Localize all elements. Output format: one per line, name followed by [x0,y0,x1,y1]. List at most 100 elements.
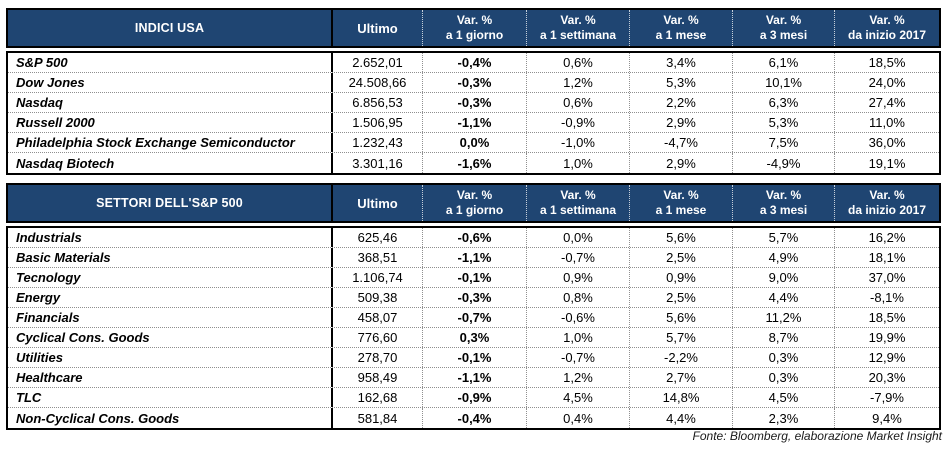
cell-var-2: 0,6% [527,93,630,112]
cell-ultimo: 2.652,01 [333,53,423,72]
cell-var-5: 12,9% [868,350,906,365]
cell-var-4: 6,1% [733,53,835,72]
row-name: TLC [8,388,333,407]
row-name: Dow Jones [8,73,333,92]
cell-var-2: 4,5% [527,388,630,407]
table-row: Healthcare 958,49 -1,1% 1,2% 2,7% 0,3% 20,3% [8,368,939,388]
cell-var-3: 5,6% [630,308,733,327]
cell-var-2: 0,0% [527,228,630,247]
var-period-label: a 1 giorno [445,28,504,42]
row-name: Basic Materials [8,248,333,267]
cell-ultimo: 458,07 [333,308,423,327]
cell-var-5: -8,1% [870,290,904,305]
table-body-indici-usa: S&P 500 2.652,01 -0,4% 0,6% 3,4% 6,1% 18,5% Dow… [6,51,941,175]
cell-var-3: -4,7% [630,133,733,152]
col-header-var-5: Var. % da inizio 2017 [835,10,939,46]
cell-var-3: 2,9% [630,153,733,173]
cell-var-2: 1,0% [527,153,630,173]
cell-var-1: -0,3% [423,288,527,307]
var-period-label: a 1 mese [655,28,707,42]
cell-var-2: 0,4% [527,408,630,428]
cell-var-2: 0,8% [527,288,630,307]
var-percent-label: Var. % [560,188,596,202]
cell-var-1: -0,7% [423,308,527,327]
cell-var-5: 18,5% [868,310,906,325]
cell-var-5: 19,1% [868,155,906,171]
col-header-ultimo: Ultimo [333,10,423,46]
col-header-var-3: Var. % a 1 mese [630,10,733,46]
cell-var-2: 0,6% [527,53,630,72]
row-name: Financials [8,308,333,327]
cell-var-2: 1,0% [527,328,630,347]
cell-var-4: 4,9% [733,248,835,267]
cell-var-1: -0,1% [423,268,527,287]
cell-ultimo: 368,51 [333,248,423,267]
row-name: Industrials [8,228,333,247]
cell-var-4: 2,3% [733,408,835,428]
cell-var-1: -1,1% [423,368,527,387]
cell-ultimo: 958,49 [333,368,423,387]
table-row: Tecnology 1.106,74 -0,1% 0,9% 0,9% 9,0% 37,0% [8,268,939,288]
var-period-label: a 1 settimana [539,28,617,42]
row-name: Utilities [8,348,333,367]
cell-var-2: -0,9% [527,113,630,132]
col-header-ultimo: Ultimo [333,185,423,221]
cell-var-5: 20,3% [868,370,906,385]
table-row: Nasdaq 6.856,53 -0,3% 0,6% 2,2% 6,3% 27,4% [8,93,939,113]
cell-var-5: -7,9% [870,390,904,405]
cell-var-3: 5,7% [630,328,733,347]
cell-var-1: -1,1% [423,113,527,132]
table-body-settori-sp500: Industrials 625,46 -0,6% 0,0% 5,6% 5,7% 16,2% B… [6,226,941,430]
cell-ultimo: 278,70 [333,348,423,367]
table-row: S&P 500 2.652,01 -0,4% 0,6% 3,4% 6,1% 18,5% [8,53,939,73]
table-header-indici-usa: INDICI USA Ultimo Var. % a 1 giorno Var. % a … [6,8,941,48]
cell-ultimo: 509,38 [333,288,423,307]
col-header-var-4: Var. % a 3 mesi [733,10,835,46]
cell-var-4: 8,7% [733,328,835,347]
col-header-var-1: Var. % a 1 giorno [423,10,527,46]
var-period-label: a 1 giorno [445,203,504,217]
cell-var-3: 4,4% [630,408,733,428]
var-percent-label: Var. % [663,188,699,202]
table-row: Philadelphia Stock Exchange Semiconducto… [8,133,939,153]
cell-var-3: 14,8% [630,388,733,407]
var-percent-label: Var. % [869,188,905,202]
cell-var-3: 3,4% [630,53,733,72]
cell-var-4: 11,2% [733,308,835,327]
var-percent-label: Var. % [765,188,802,202]
var-percent-label: Var. % [456,13,493,27]
row-name: Nasdaq Biotech [8,153,333,173]
cell-var-4: 0,3% [733,348,835,367]
cell-var-2: 1,2% [527,368,630,387]
cell-var-1: 0,3% [423,328,527,347]
cell-var-5: 19,9% [868,330,906,345]
cell-ultimo: 776,60 [333,328,423,347]
row-name: Cyclical Cons. Goods [8,328,333,347]
col-header-var-2: Var. % a 1 settimana [527,10,630,46]
var-percent-label: Var. % [663,13,699,27]
cell-var-1: -0,1% [423,348,527,367]
table-row: Industrials 625,46 -0,6% 0,0% 5,6% 5,7% 16,2% [8,228,939,248]
col-header-var-1: Var. % a 1 giorno [423,185,527,221]
var-percent-label: Var. % [560,13,596,27]
cell-ultimo: 162,68 [333,388,423,407]
cell-var-4: 5,7% [733,228,835,247]
cell-var-2: -0,7% [527,248,630,267]
cell-var-5: 16,2% [868,230,906,245]
cell-var-1: -0,9% [423,388,527,407]
cell-var-1: -1,6% [423,153,527,173]
row-name: Nasdaq [8,93,333,112]
col-header-var-3: Var. % a 1 mese [630,185,733,221]
cell-var-1: -0,4% [423,53,527,72]
cell-ultimo: 3.301,16 [333,153,423,173]
cell-var-2: 0,9% [527,268,630,287]
cell-var-5: 24,0% [868,75,906,90]
cell-var-3: -2,2% [630,348,733,367]
table-row: Utilities 278,70 -0,1% -0,7% -2,2% 0,3% 12,9% [8,348,939,368]
var-percent-label: Var. % [456,188,493,202]
table-row: TLC 162,68 -0,9% 4,5% 14,8% 4,5% -7,9% [8,388,939,408]
table-header-settori-sp500: SETTORI DELL'S&P 500 Ultimo Var. % a 1 gior… [6,183,941,223]
var-period-label: a 3 mesi [759,28,808,42]
table-settori-sp500: SETTORI DELL'S&P 500 Ultimo Var. % a 1 gior… [6,183,941,430]
